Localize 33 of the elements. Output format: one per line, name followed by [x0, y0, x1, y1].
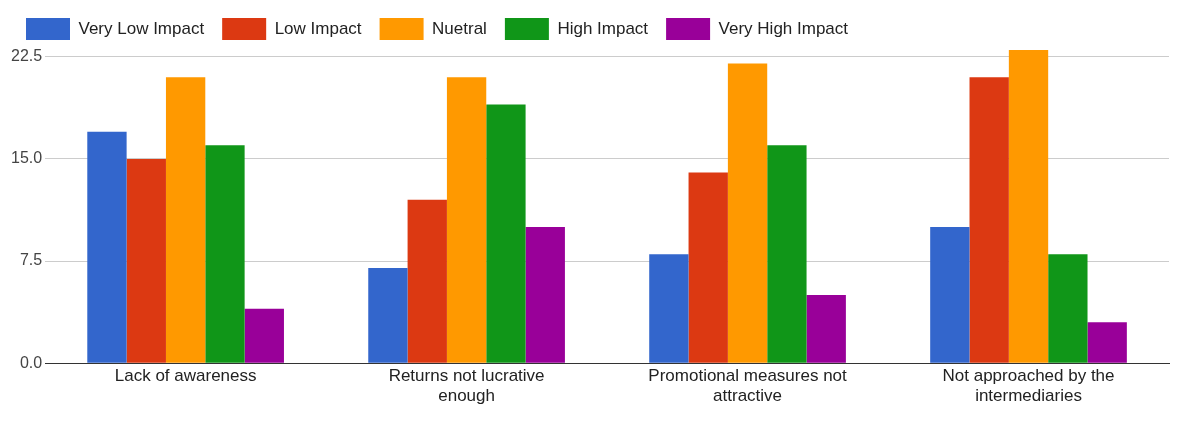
bar — [126, 158, 166, 363]
bar — [165, 77, 206, 363]
legend-label: High Impact — [557, 18, 649, 38]
bar — [930, 227, 970, 363]
legend-label: Very High Impact — [718, 18, 849, 38]
bar — [486, 104, 526, 363]
y-tick-label: 15.0 — [11, 149, 43, 167]
bar — [688, 172, 728, 363]
bar — [205, 145, 245, 363]
bar — [407, 199, 447, 363]
bar — [368, 267, 408, 363]
bar — [767, 145, 807, 363]
bar — [525, 227, 565, 363]
y-tick-label: 0.0 — [19, 353, 43, 371]
y-tick-label: 22.5 — [11, 47, 43, 65]
bar — [87, 131, 127, 363]
bar — [1087, 322, 1127, 363]
bar — [446, 77, 487, 363]
x-tick-label: Not approached by the intermediaries — [942, 366, 1115, 406]
x-tick-label: Lack of awareness — [114, 366, 257, 386]
bar — [969, 77, 1009, 363]
x-tick-label: Returns not lucrative enough — [388, 366, 545, 406]
y-tick-label: 7.5 — [19, 251, 43, 269]
legend-label: Nuetral — [432, 18, 487, 38]
bar — [649, 254, 689, 363]
legend-label: Very Low Impact — [78, 18, 205, 38]
legend-label: Low Impact — [274, 18, 362, 38]
bar — [727, 63, 768, 363]
x-tick-label: Promotional measures not attractive — [648, 366, 848, 406]
bar — [1008, 50, 1049, 363]
bar — [1048, 254, 1088, 363]
bar — [806, 295, 846, 363]
bar — [244, 308, 284, 363]
